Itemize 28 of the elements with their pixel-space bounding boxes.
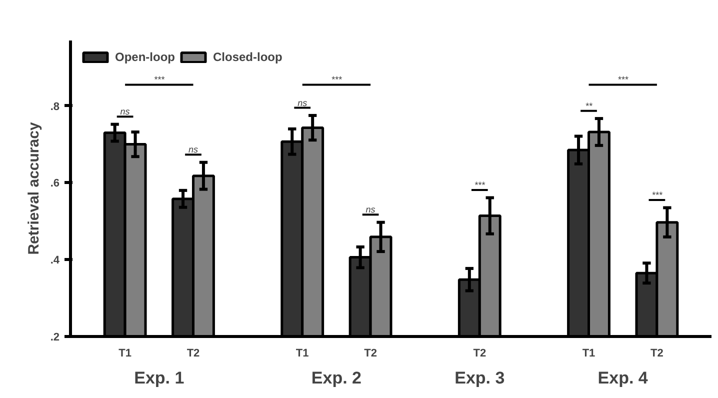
annotation: *** (474, 180, 486, 190)
text: Exp. 2 (311, 368, 362, 388)
legend-label: Closed-loop (213, 50, 282, 64)
annotation: *** (331, 74, 342, 85)
x-tick-label: T1 (296, 348, 309, 360)
x-tick-label: T2 (186, 348, 200, 360)
x-tick-label: T2 (364, 348, 377, 360)
annotation: ns (298, 98, 308, 108)
annotation: ** (585, 100, 593, 111)
annotation: ns (188, 144, 198, 155)
text: Exp. 1 (134, 368, 184, 388)
x-tick-label: T2 (650, 348, 664, 360)
annotation: *** (618, 74, 629, 85)
x-tick-label: T1 (118, 348, 132, 360)
annotation: *** (154, 74, 165, 85)
annotation: *** (652, 190, 663, 200)
y-tick-label: .2 (50, 332, 60, 344)
annotation: ns (120, 106, 130, 117)
legend-label: Open-loop (115, 50, 175, 64)
x-tick-label: T1 (582, 348, 596, 360)
annotation: ns (366, 204, 376, 215)
y-tick-label: .4 (50, 254, 60, 267)
x-tick-label: T2 (473, 348, 486, 360)
y-tick-label: .6 (50, 178, 60, 190)
y-axis-title: Retrieval accuracy (25, 122, 42, 255)
text: Exp. 3 (454, 368, 505, 388)
y-tick-label: .8 (50, 100, 60, 113)
text: Exp. 4 (598, 368, 648, 388)
